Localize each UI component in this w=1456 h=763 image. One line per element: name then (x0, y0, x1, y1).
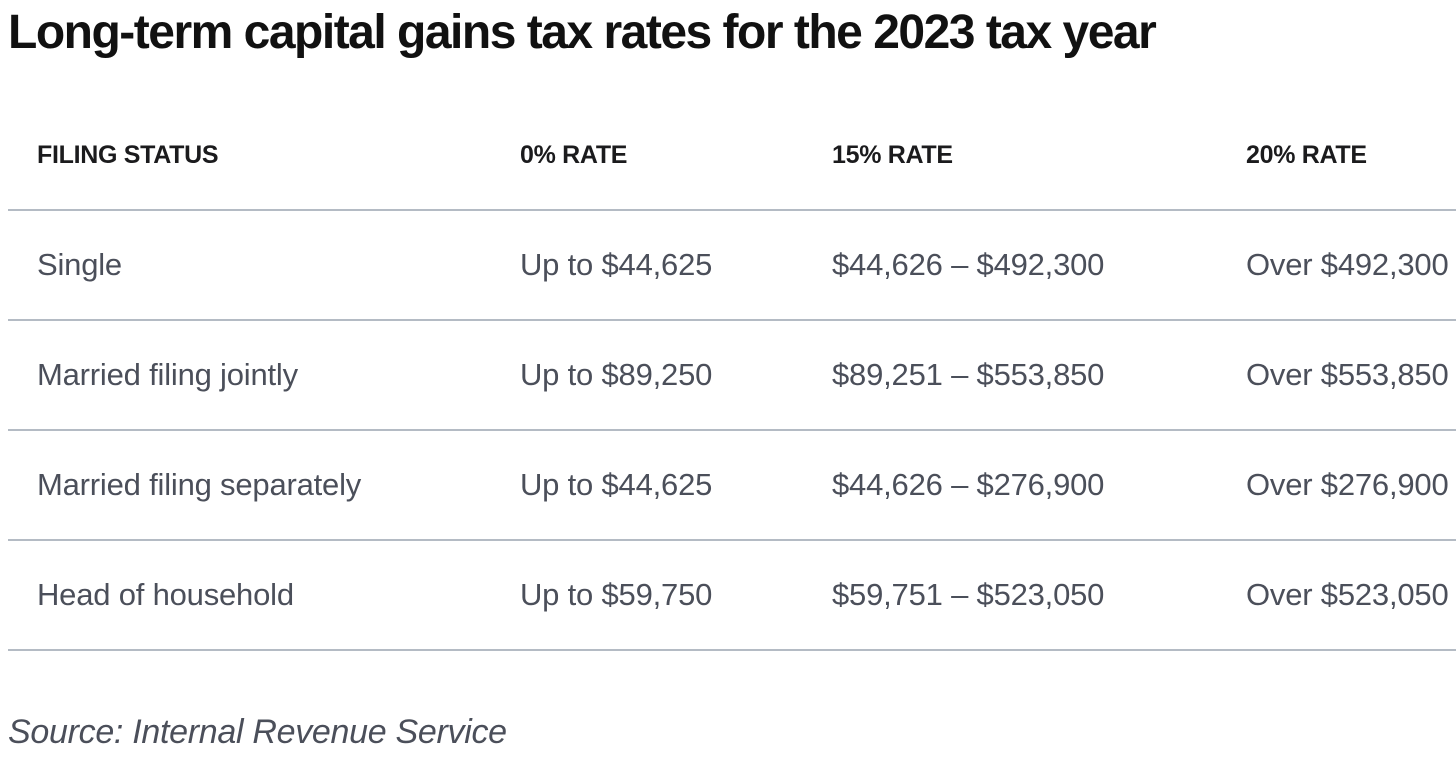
row-divider (8, 209, 1456, 211)
column-header-15-rate: 15% RATE (832, 141, 953, 169)
cell-filing-status: Single (37, 247, 122, 282)
table-row-married-jointly: Married filing jointly Up to $89,250 $89… (0, 321, 1456, 429)
cell-15-rate: $89,251 – $553,850 (832, 357, 1105, 392)
table-row-married-separately: Married filing separately Up to $44,625 … (0, 431, 1456, 539)
cell-filing-status: Married filing jointly (37, 357, 298, 392)
table-row-head-of-household: Head of household Up to $59,750 $59,751 … (0, 541, 1456, 649)
row-divider (8, 319, 1456, 321)
cell-filing-status: Married filing separately (37, 467, 362, 502)
cell-20-rate: Over $492,300 (1246, 247, 1449, 282)
cell-20-rate: Over $553,850 (1246, 357, 1449, 392)
cell-0-rate: Up to $59,750 (520, 577, 713, 612)
row-divider (8, 429, 1456, 431)
table-header-row: FILING STATUS 0% RATE 15% RATE 20% RATE (0, 62, 1456, 209)
tax-rates-table-graphic: Long-term capital gains tax rates for th… (0, 4, 1456, 763)
source-attribution: Source: Internal Revenue Service (8, 713, 507, 751)
column-header-filing-status: FILING STATUS (37, 141, 219, 169)
column-header-20-rate: 20% RATE (1246, 141, 1367, 169)
cell-0-rate: Up to $44,625 (520, 467, 713, 502)
cell-filing-status: Head of household (37, 577, 294, 612)
cell-0-rate: Up to $44,625 (520, 247, 713, 282)
cell-20-rate: Over $523,050 (1246, 577, 1449, 612)
page-title: Long-term capital gains tax rates for th… (8, 6, 1157, 59)
row-divider (8, 539, 1456, 541)
cell-15-rate: $59,751 – $523,050 (832, 577, 1105, 612)
cell-15-rate: $44,626 – $492,300 (832, 247, 1105, 282)
cell-20-rate: Over $276,900 (1246, 467, 1449, 502)
tax-rates-table: FILING STATUS 0% RATE 15% RATE 20% RATE … (0, 62, 1456, 651)
column-header-0-rate: 0% RATE (520, 141, 628, 169)
cell-0-rate: Up to $89,250 (520, 357, 713, 392)
cell-15-rate: $44,626 – $276,900 (832, 467, 1105, 502)
table-row-single: Single Up to $44,625 $44,626 – $492,300 … (0, 211, 1456, 319)
table-bottom-divider (8, 649, 1456, 651)
